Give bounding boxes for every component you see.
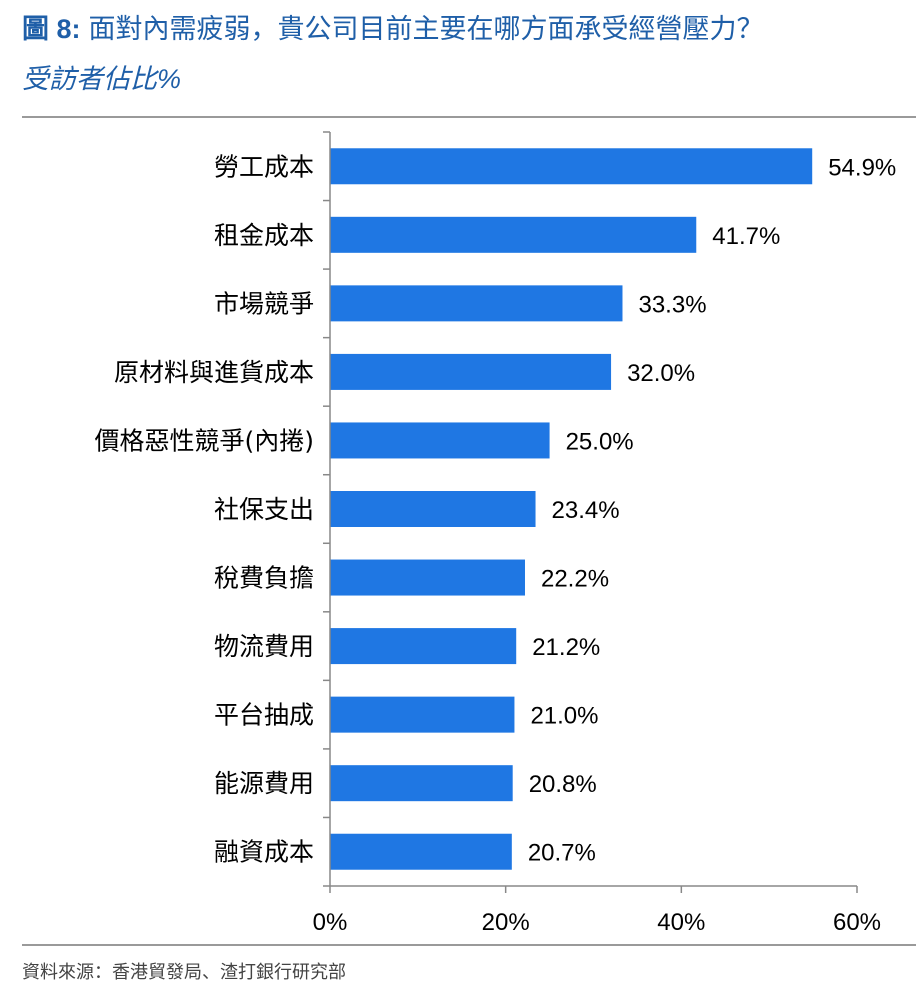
category-label: 融資成本 bbox=[214, 838, 314, 867]
value-label: 32.0% bbox=[627, 360, 695, 387]
value-label: 25.0% bbox=[566, 428, 634, 455]
x-tick-label: 40% bbox=[657, 909, 705, 936]
bar-8 bbox=[330, 628, 517, 665]
value-label: 54.9% bbox=[828, 154, 896, 181]
bar-1 bbox=[330, 148, 813, 185]
bar-7 bbox=[330, 559, 525, 596]
category-label: 能源費用 bbox=[214, 769, 314, 798]
top-divider bbox=[22, 116, 916, 118]
bar-5 bbox=[330, 422, 550, 459]
bar-11 bbox=[330, 833, 512, 870]
category-label: 勞工成本 bbox=[214, 152, 314, 181]
category-label: 物流費用 bbox=[214, 632, 314, 661]
value-label: 22.2% bbox=[541, 566, 609, 593]
bar-2 bbox=[330, 216, 697, 253]
category-label: 稅費負擔 bbox=[214, 564, 314, 593]
title-text: 面對內需疲弱，貴公司目前主要在哪方面承受經營壓力？ bbox=[88, 14, 764, 44]
category-label: 社保支出 bbox=[214, 495, 314, 524]
source-note: 資料來源：香港貿發局、渣打銀行研究部 bbox=[22, 962, 346, 982]
value-label: 20.7% bbox=[528, 840, 596, 867]
value-label: 33.3% bbox=[638, 291, 706, 318]
bar-chart: 勞工成本 54.9% 租金成本 41.7% 市場競爭 33.3% 原材料與進貨成本 32.0%… bbox=[94, 131, 896, 936]
category-label: 租金成本 bbox=[214, 221, 314, 250]
bar-4 bbox=[330, 353, 612, 390]
value-label: 20.8% bbox=[529, 771, 597, 798]
category-label: 價格惡性競爭(內捲) bbox=[94, 426, 314, 455]
value-label: 23.4% bbox=[552, 497, 620, 524]
bar-9 bbox=[330, 696, 515, 733]
value-label: 21.2% bbox=[532, 634, 600, 661]
value-label: 41.7% bbox=[712, 223, 780, 250]
figure-number: 圖 8: bbox=[22, 14, 81, 44]
chart-subtitle: 受訪者佔比% bbox=[22, 64, 182, 94]
bar-6 bbox=[330, 491, 536, 527]
x-tick-label: 0% bbox=[313, 909, 348, 936]
x-tick-label: 20% bbox=[482, 909, 530, 936]
bottom-divider bbox=[22, 944, 916, 946]
category-label: 原材料與進貨成本 bbox=[114, 358, 314, 387]
x-tick-label: 60% bbox=[833, 909, 881, 936]
bar-3 bbox=[330, 285, 623, 322]
bar-10 bbox=[330, 765, 513, 802]
category-label: 市場競爭 bbox=[214, 289, 314, 318]
value-label: 21.0% bbox=[530, 703, 598, 730]
category-label: 平台抽成 bbox=[214, 701, 314, 730]
chart-title: 圖 8: 面對內需疲弱，貴公司目前主要在哪方面承受經營壓力？ bbox=[22, 12, 764, 46]
